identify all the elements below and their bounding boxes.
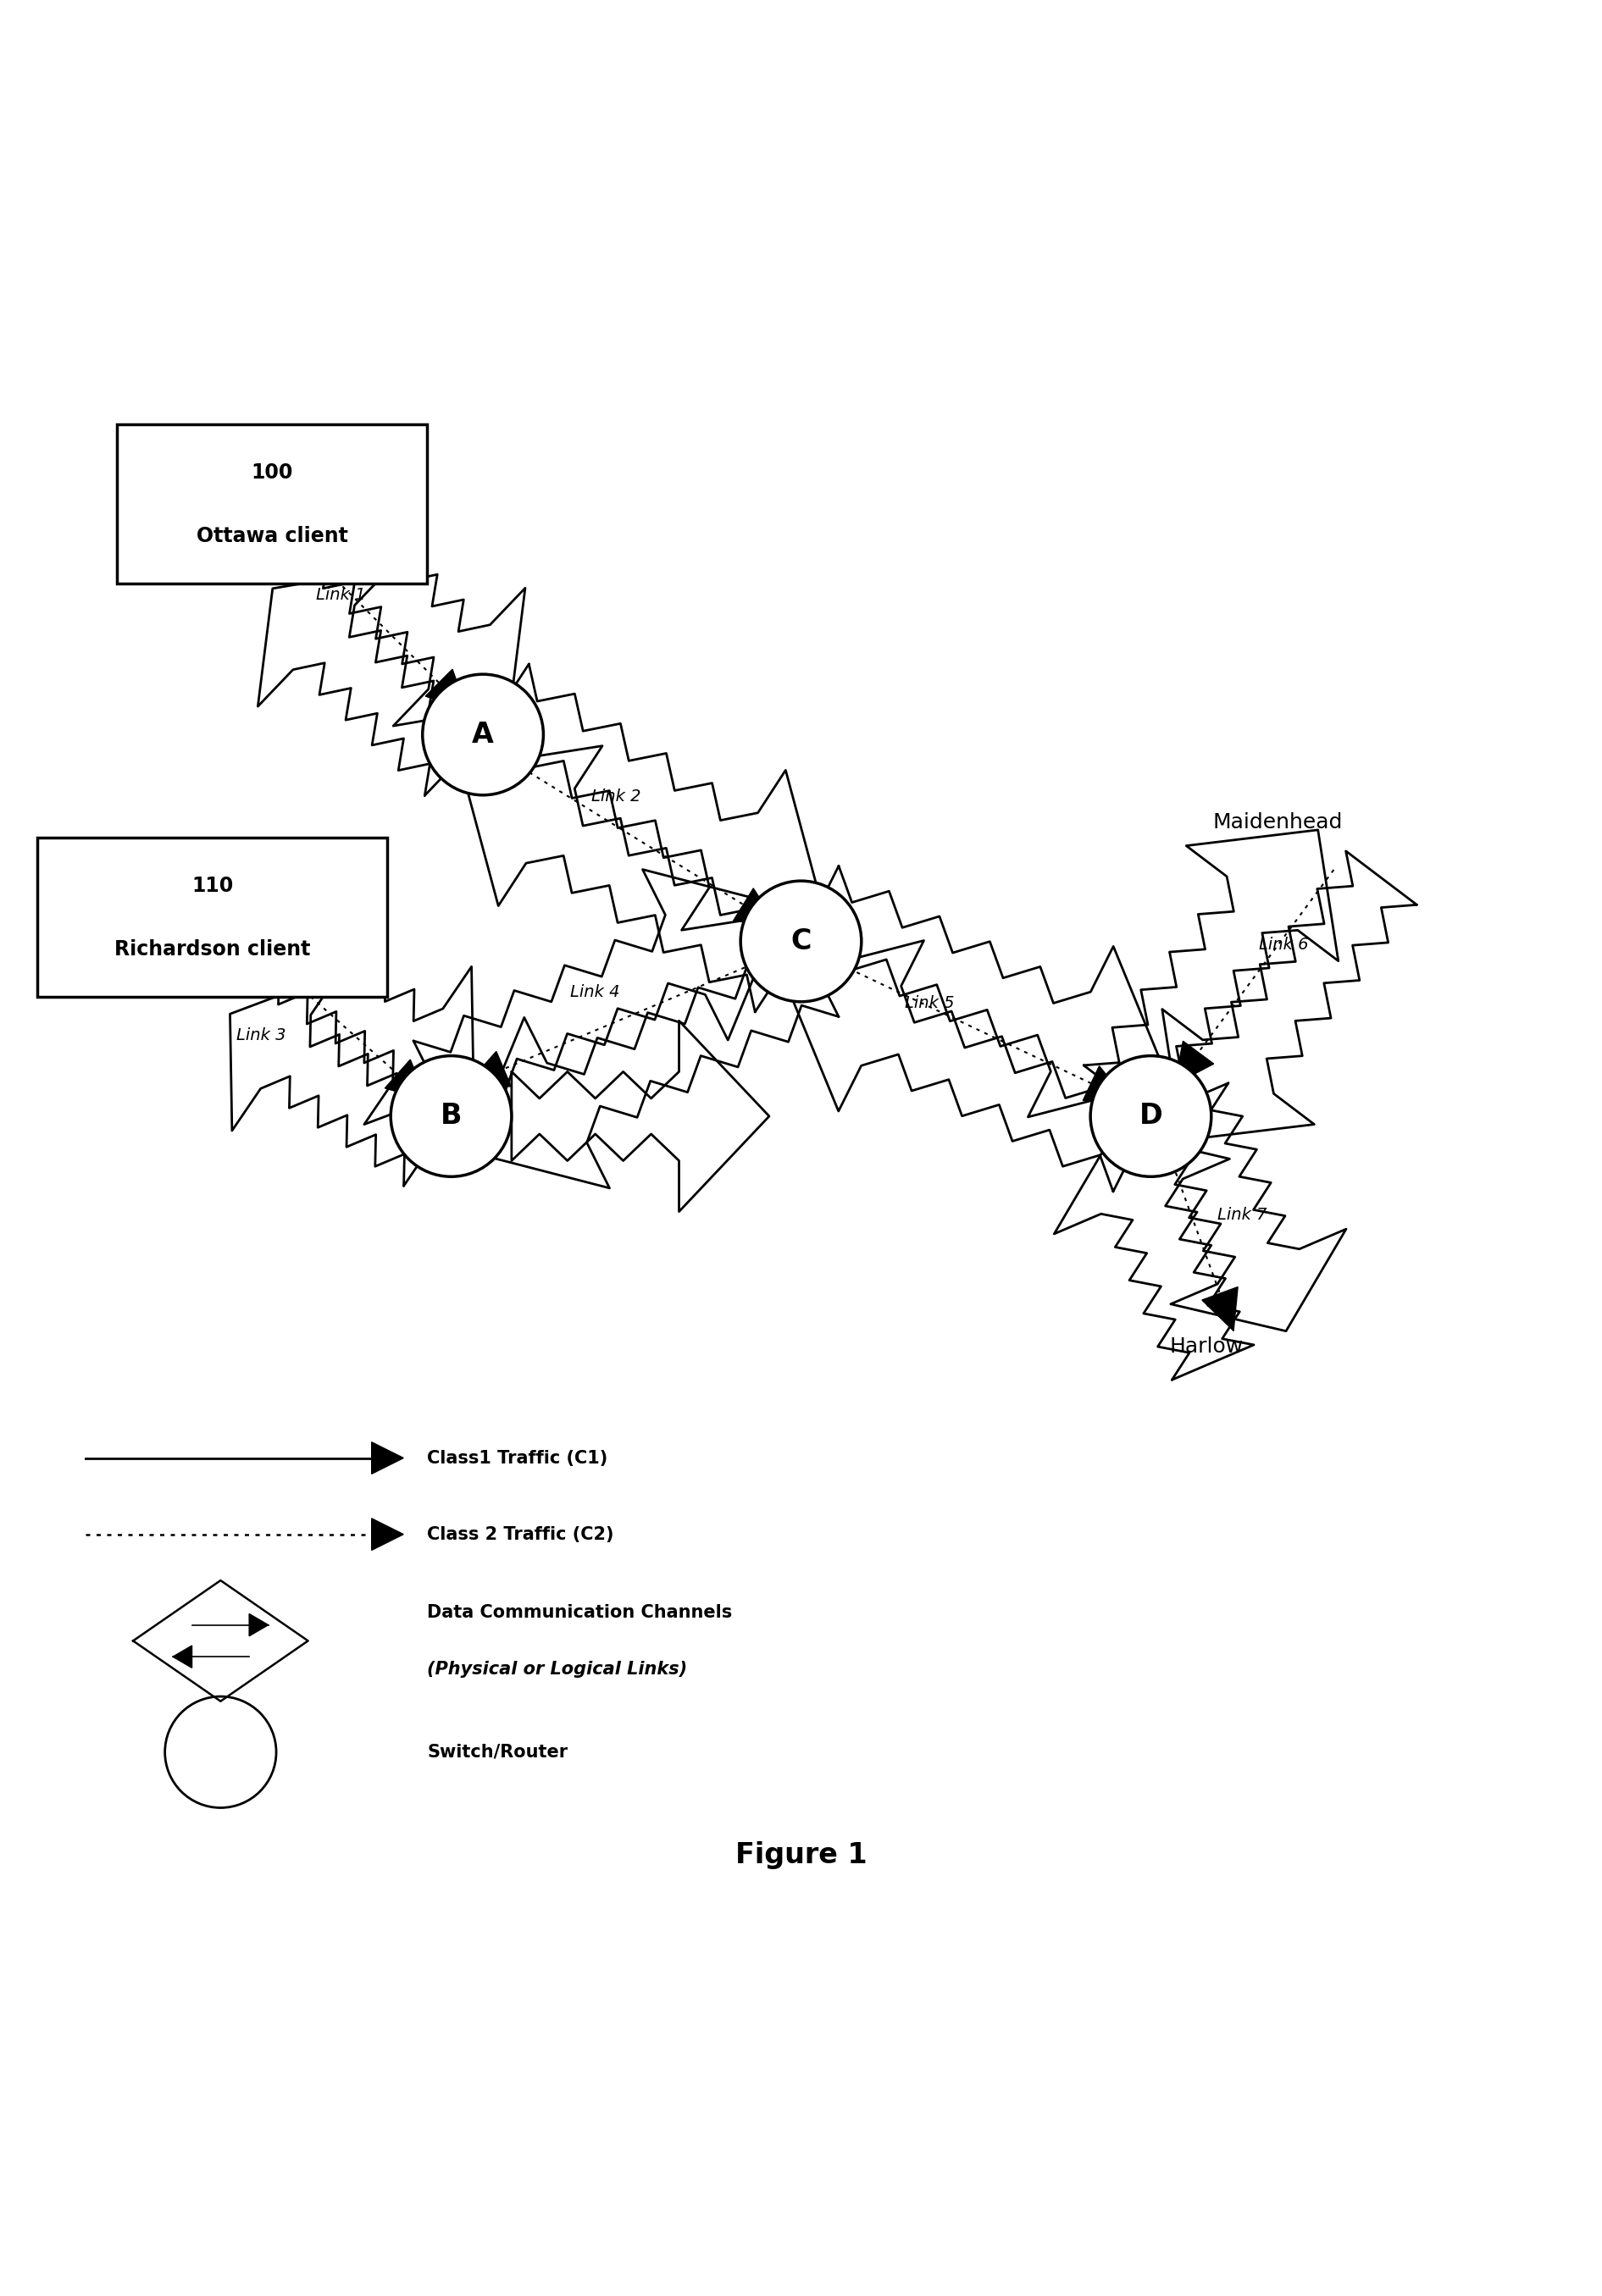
Text: Class1 Traffic (C1): Class1 Traffic (C1) <box>428 1449 607 1467</box>
Text: (Physical or Logical Links): (Physical or Logical Links) <box>428 1660 687 1678</box>
Polygon shape <box>1147 1084 1346 1332</box>
Text: D: D <box>1139 1102 1163 1130</box>
Polygon shape <box>296 498 525 726</box>
Polygon shape <box>511 1022 769 1212</box>
Text: Link 5: Link 5 <box>905 996 953 1013</box>
Text: B: B <box>441 1102 461 1130</box>
Circle shape <box>1091 1056 1211 1176</box>
Circle shape <box>423 675 543 794</box>
Polygon shape <box>250 912 474 1125</box>
Polygon shape <box>734 889 777 925</box>
Circle shape <box>165 1697 276 1807</box>
FancyBboxPatch shape <box>38 838 388 996</box>
Text: Switch/Router: Switch/Router <box>428 1743 569 1761</box>
Circle shape <box>391 1056 511 1176</box>
Polygon shape <box>1083 829 1338 1118</box>
Text: 110: 110 <box>192 875 234 895</box>
Polygon shape <box>372 1518 404 1550</box>
Text: Harlow: Harlow <box>1169 1336 1243 1357</box>
Text: Link 2: Link 2 <box>591 790 641 806</box>
Polygon shape <box>426 668 468 712</box>
Text: Class 2 Traffic (C2): Class 2 Traffic (C2) <box>428 1527 614 1543</box>
Polygon shape <box>384 1061 428 1100</box>
Polygon shape <box>1054 1132 1254 1380</box>
Circle shape <box>740 882 862 1001</box>
Text: C: C <box>791 928 811 955</box>
Text: Richardson client: Richardson client <box>115 939 311 960</box>
Polygon shape <box>461 746 804 1013</box>
Polygon shape <box>1202 1288 1238 1332</box>
Text: Ottawa client: Ottawa client <box>197 526 348 546</box>
Polygon shape <box>468 1052 511 1086</box>
Polygon shape <box>1083 1065 1126 1100</box>
Polygon shape <box>481 664 823 930</box>
Text: Link 6: Link 6 <box>1259 937 1309 953</box>
Text: Figure 1: Figure 1 <box>735 1841 867 1869</box>
Polygon shape <box>231 974 453 1185</box>
Polygon shape <box>250 1614 268 1637</box>
Polygon shape <box>783 941 1153 1192</box>
Text: Link 7: Link 7 <box>1218 1208 1267 1224</box>
Polygon shape <box>413 870 783 1120</box>
Text: Maidenhead: Maidenhead <box>1213 813 1342 831</box>
Polygon shape <box>133 1580 308 1701</box>
Polygon shape <box>799 866 1168 1118</box>
Text: Data Communication Channels: Data Communication Channels <box>428 1603 732 1621</box>
Text: Link 4: Link 4 <box>570 985 620 1001</box>
FancyBboxPatch shape <box>117 425 428 583</box>
Text: Link 1: Link 1 <box>316 588 365 604</box>
Text: Link 3: Link 3 <box>237 1026 287 1042</box>
Polygon shape <box>372 1442 404 1474</box>
Polygon shape <box>469 937 839 1187</box>
Polygon shape <box>1161 852 1416 1141</box>
Text: A: A <box>473 721 493 748</box>
Polygon shape <box>173 1646 192 1667</box>
Text: 100: 100 <box>252 461 293 482</box>
Polygon shape <box>258 569 487 794</box>
Polygon shape <box>1174 1040 1214 1084</box>
